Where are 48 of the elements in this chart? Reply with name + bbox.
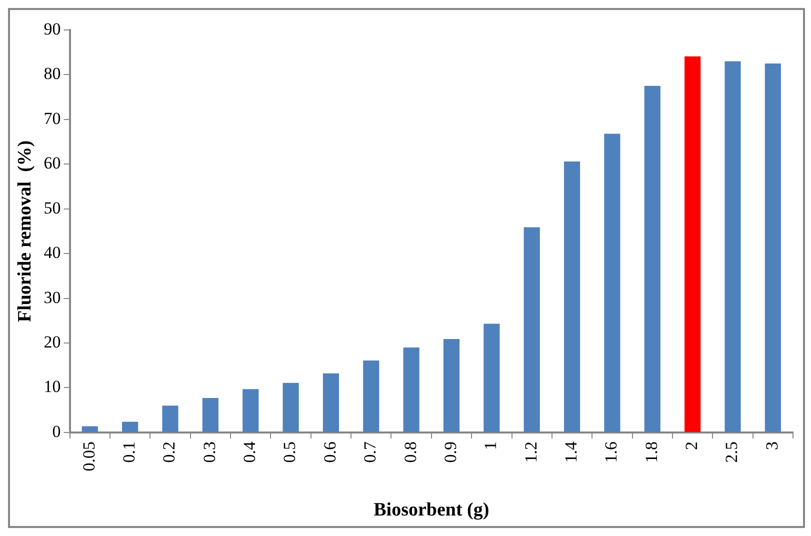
y-tick-label: 40 (44, 243, 61, 262)
x-tick-label: 0.9 (440, 441, 460, 463)
bar (162, 406, 178, 432)
y-tick-label: 80 (44, 64, 61, 84)
x-tick-label: 1.2 (521, 441, 540, 463)
y-tick-label: 50 (44, 198, 61, 218)
bar (443, 338, 460, 432)
bar (82, 426, 98, 432)
x-tick-label: 2 (682, 441, 702, 450)
bar (764, 64, 781, 432)
x-tick-label: 0.7 (360, 440, 380, 463)
x-tick-label: 0.8 (400, 441, 420, 463)
bar (724, 61, 741, 432)
x-tick-label: 0.2 (160, 441, 179, 463)
x-tick-label: 0.6 (320, 441, 340, 463)
bar (484, 324, 500, 432)
x-tick-label: 2.5 (722, 441, 742, 463)
x-tick-label: 3 (762, 441, 782, 450)
y-tick-label: 60 (44, 154, 61, 173)
bar (403, 347, 420, 432)
x-tick-label: 0.3 (200, 441, 219, 463)
bar (202, 398, 218, 432)
bar (684, 56, 701, 432)
bar (282, 382, 299, 432)
x-tick-label: 0.05 (79, 441, 98, 472)
bar (363, 360, 380, 432)
bar (322, 373, 339, 432)
x-tick-label: 0.5 (280, 441, 300, 463)
x-tick-label: 1 (481, 441, 500, 450)
bar (564, 161, 580, 432)
bar (524, 227, 540, 432)
x-tick-label: 1.4 (561, 440, 580, 463)
y-tick-label: 10 (44, 377, 61, 396)
y-tick-label: 90 (44, 19, 61, 38)
y-tick-label: 70 (44, 108, 61, 128)
bar (242, 389, 259, 432)
x-axis-title: Biosorbent (g) (374, 500, 490, 521)
y-axis-title: Fluoride removal (%) (14, 140, 36, 322)
y-tick-label: 30 (44, 288, 61, 307)
bar (122, 422, 138, 432)
x-tick-label: 1.8 (642, 441, 661, 463)
x-tick-label: 0.4 (240, 440, 260, 463)
bar (604, 134, 620, 432)
x-tick-label: 0.1 (120, 441, 139, 463)
y-tick-label: 20 (44, 332, 61, 352)
bar (644, 86, 660, 432)
y-tick-label: 0 (52, 422, 61, 441)
x-tick-label: 1.6 (602, 441, 621, 463)
